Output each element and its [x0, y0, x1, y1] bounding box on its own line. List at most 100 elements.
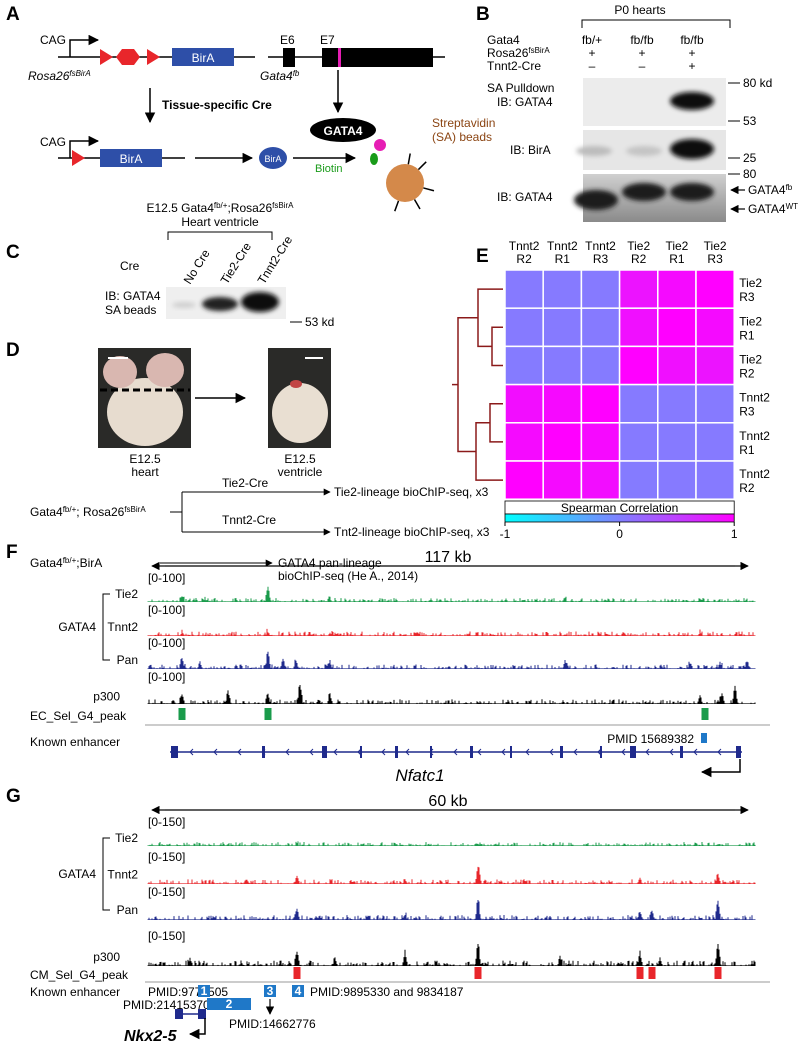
label: CAG	[40, 135, 66, 149]
exon	[600, 746, 602, 758]
label: 80	[743, 167, 757, 181]
panel-label: E	[476, 246, 489, 267]
label: +	[688, 46, 695, 60]
enhancer	[701, 733, 707, 743]
peak	[474, 967, 482, 979]
column-label: R1	[669, 252, 685, 266]
heatmap-cell	[542, 269, 583, 309]
heatmap-cell	[504, 345, 544, 386]
heatmap-cell	[504, 383, 544, 424]
strand-chevron	[213, 748, 218, 756]
enhancer	[264, 985, 276, 997]
column-label: R3	[707, 252, 723, 266]
row-label: R1	[739, 443, 755, 457]
label: E12.5 Gata4fb/+;Rosa26fsBirA	[146, 201, 294, 216]
heatmap-cell	[618, 307, 659, 348]
label: IB: BirA	[510, 143, 551, 157]
strand-chevron	[237, 748, 242, 756]
text-part: Gata4	[30, 505, 63, 519]
band	[172, 302, 196, 308]
track-range: [0-150]	[148, 885, 185, 899]
enhancer	[198, 985, 210, 997]
label: 2	[226, 997, 233, 1011]
label: IB: GATA4	[497, 95, 553, 109]
strand-chevron	[381, 748, 386, 756]
peak	[264, 708, 272, 720]
loxp-site	[100, 49, 113, 65]
track-label: p300	[93, 690, 120, 704]
label: bioChIP-seq (He A., 2014)	[278, 569, 418, 583]
band	[241, 292, 279, 312]
heatmap-cell	[504, 422, 544, 462]
heatmap-cell	[657, 383, 697, 424]
heatmap-cell	[580, 422, 621, 462]
exon	[322, 48, 338, 67]
column-label: R3	[593, 252, 609, 266]
superscript: fsBirA	[528, 46, 550, 55]
superscript: fb/+	[214, 201, 228, 210]
row-label: R3	[739, 290, 755, 304]
row-label: R3	[739, 405, 755, 419]
label: Tnt2-lineage bioChIP-seq, x3	[334, 525, 490, 539]
text-part: Rosa26	[28, 69, 70, 83]
peak	[648, 967, 656, 979]
label: 53 kd	[305, 315, 334, 329]
colorbar-tick-label: -1	[500, 527, 511, 541]
label: Tissue-specific Cre	[162, 98, 272, 112]
band	[576, 146, 612, 156]
heatmap-cell	[695, 345, 735, 386]
exon	[560, 746, 563, 758]
label: Tie2-Cre	[222, 476, 269, 490]
track-label: Tie2	[115, 831, 138, 845]
column-label: R1	[555, 252, 571, 266]
band	[622, 183, 666, 201]
tss-arrow	[700, 759, 741, 778]
track-label: Tie2	[115, 587, 138, 601]
heatmap-cell	[618, 269, 659, 309]
label: IB: GATA4	[105, 289, 161, 303]
column-label: Tie2	[704, 239, 727, 253]
label: CAG	[40, 33, 66, 47]
bracket	[102, 593, 110, 661]
heatmap-cell	[618, 460, 659, 500]
label: Gata4fb	[260, 69, 300, 84]
band	[670, 92, 714, 110]
band	[626, 146, 662, 156]
strand-chevron	[645, 748, 650, 756]
text-part: Rosa26	[487, 46, 529, 60]
panel-label: F	[6, 542, 18, 563]
heatmap-cell	[695, 460, 735, 500]
exon	[322, 746, 327, 758]
bead-linker	[407, 153, 411, 165]
label: GATA4fb	[748, 183, 793, 198]
peak	[636, 967, 644, 979]
text-part: ;BirA	[76, 556, 102, 570]
signal-track	[147, 900, 756, 920]
promoter-arrow	[69, 34, 100, 57]
label: PMID:21415370	[123, 998, 210, 1012]
bracket	[167, 231, 273, 240]
colorbar-tick-label: 1	[731, 527, 738, 541]
text-part: E12.5 Gata4	[146, 201, 214, 215]
label: PMID:9895330 and 9834187	[310, 985, 464, 999]
label: PMID:14662776	[229, 1017, 316, 1031]
exon	[262, 746, 265, 758]
strand-chevron	[501, 748, 506, 756]
tag	[374, 139, 386, 151]
strand-chevron	[573, 748, 578, 756]
birA-gene	[100, 149, 162, 167]
peak	[701, 708, 709, 720]
label: 1	[201, 984, 208, 998]
dendrogram	[457, 317, 478, 453]
heatmap-cell	[542, 422, 583, 462]
label: Streptavidin	[432, 116, 495, 130]
heatmap-cell	[580, 345, 621, 386]
label: BirA	[192, 51, 215, 65]
heatmap-cell	[504, 307, 544, 348]
band	[670, 183, 714, 201]
signal-track	[147, 944, 756, 966]
tissue	[290, 380, 302, 388]
heatmap-cell	[657, 307, 697, 348]
signal-track	[147, 866, 756, 884]
label: +	[588, 46, 595, 60]
